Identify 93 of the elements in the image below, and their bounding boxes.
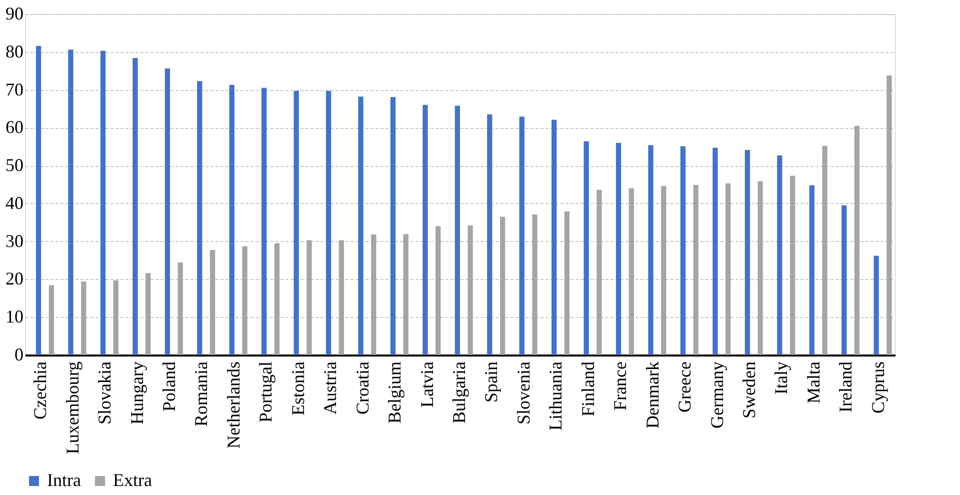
bar xyxy=(809,185,814,355)
legend-label: Intra xyxy=(47,470,81,490)
bar xyxy=(274,243,280,355)
x-tick-label: Slovenia xyxy=(513,362,534,424)
x-tick-label: Italy xyxy=(771,362,792,394)
x-tick-label: Slovakia xyxy=(94,362,115,424)
bar xyxy=(680,146,686,355)
bar xyxy=(371,234,376,355)
y-tick-label: 40 xyxy=(6,192,24,213)
bar xyxy=(758,181,763,355)
bar xyxy=(487,114,492,355)
x-tick-label: Netherlands xyxy=(223,362,244,448)
bar xyxy=(628,188,634,355)
bar xyxy=(842,205,847,355)
bar xyxy=(822,146,828,355)
x-tick-label: Croatia xyxy=(352,361,372,414)
bar xyxy=(68,50,74,355)
x-tick-label: Belgium xyxy=(384,362,405,424)
bar xyxy=(712,148,718,355)
y-tick-label: 60 xyxy=(6,117,24,138)
bar xyxy=(500,216,506,355)
x-tick-label: Luxembourg xyxy=(62,362,82,454)
bar xyxy=(422,104,428,355)
x-tick-label: Sweden xyxy=(739,362,759,418)
x-tick-label: Romania xyxy=(191,362,212,426)
x-tick-label: Bulgaria xyxy=(449,361,469,424)
y-tick-label: 90 xyxy=(6,4,24,24)
bar xyxy=(777,155,782,355)
x-tick-label: Malta xyxy=(803,362,824,404)
y-tick-label: 50 xyxy=(6,155,24,176)
x-tick-label: Lithuania xyxy=(546,361,566,430)
bar xyxy=(358,96,364,355)
bar xyxy=(390,96,396,355)
bar xyxy=(403,234,408,355)
x-tick-label: Latvia xyxy=(416,362,437,408)
x-tick-label: Greece xyxy=(674,361,695,412)
x-tick-label: Poland xyxy=(159,362,179,412)
bar xyxy=(306,240,312,355)
bar xyxy=(744,150,750,355)
bar xyxy=(210,250,216,355)
bar xyxy=(294,90,299,355)
bar xyxy=(178,262,183,355)
bar xyxy=(854,126,860,355)
bar xyxy=(874,256,879,355)
bar xyxy=(519,116,524,355)
x-tick-label: Czechia xyxy=(30,361,50,420)
bar xyxy=(693,184,698,355)
bar xyxy=(436,226,441,355)
bar xyxy=(468,225,473,355)
bar xyxy=(454,106,460,355)
bar xyxy=(616,142,622,355)
x-tick-label: Spain xyxy=(481,362,502,403)
y-tick-label: 70 xyxy=(6,79,24,100)
legend-label: Extra xyxy=(113,470,152,490)
bar xyxy=(661,186,666,355)
bar xyxy=(564,211,570,355)
bar xyxy=(242,246,248,355)
bar xyxy=(790,176,796,355)
y-tick-label: 20 xyxy=(6,268,24,289)
x-tick-label: Hungary xyxy=(126,362,147,424)
bar xyxy=(584,141,589,355)
bar xyxy=(552,120,557,355)
x-tick-label: France xyxy=(610,362,630,410)
bar xyxy=(197,81,202,355)
bar xyxy=(726,183,731,355)
bar xyxy=(48,285,54,355)
bar xyxy=(648,145,654,355)
y-tick-label: 0 xyxy=(14,344,24,364)
bar xyxy=(81,281,86,355)
x-tick-label: Austria xyxy=(320,362,340,414)
x-tick-label: Cyprus xyxy=(868,362,888,414)
bar xyxy=(132,58,138,355)
bar xyxy=(326,90,332,355)
bar xyxy=(262,88,267,355)
x-tick-label: Portugal xyxy=(256,362,276,422)
x-tick-label: Finland xyxy=(578,362,598,417)
bar xyxy=(113,280,118,355)
x-tick-label: Ireland xyxy=(836,362,856,412)
bar xyxy=(886,75,892,355)
bar xyxy=(596,190,602,355)
x-tick-label: Denmark xyxy=(642,362,662,428)
bar xyxy=(532,214,538,355)
bar xyxy=(229,84,234,355)
x-tick-label: Germany xyxy=(706,362,727,428)
bar xyxy=(164,68,170,355)
bar xyxy=(36,46,42,355)
y-tick-label: 80 xyxy=(6,41,24,62)
y-tick-label: 30 xyxy=(6,230,24,251)
bar xyxy=(100,50,106,355)
bar xyxy=(146,273,151,355)
y-tick-label: 10 xyxy=(6,306,24,327)
x-tick-label: Estonia xyxy=(288,362,308,416)
bar xyxy=(338,240,344,355)
